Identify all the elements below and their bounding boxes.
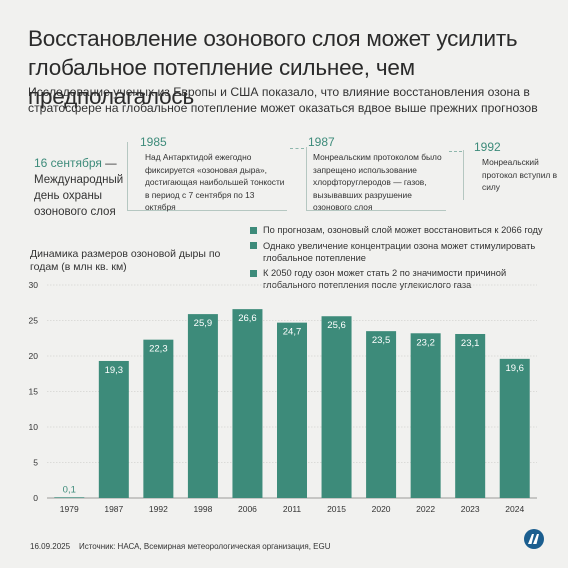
legend-text: По прогнозам, озоновый слой может восста… [263,225,543,235]
data-label: 24,7 [283,327,302,338]
footer-date: 16.09.2025 [30,542,71,551]
legend-item: По прогнозам, озоновый слой может восста… [250,224,560,236]
timeline-bracket-1985-bottom [127,210,287,211]
legend: По прогнозам, озоновый слой может восста… [250,224,560,295]
ozone-day-dash: — [101,158,117,170]
legend-text: К 2050 году озон может стать 2 по значим… [263,268,507,290]
bar [321,316,352,498]
bar [187,314,218,498]
timeline-bracket-1985 [127,142,128,210]
data-label: 25,9 [194,318,213,329]
legend-item: Однако увеличение концентрации озона мож… [250,240,560,264]
data-label: 23,5 [372,335,391,346]
y-tick-label: 30 [29,280,39,290]
bar [366,331,397,498]
x-tick-label: 2024 [505,504,524,514]
x-tick-label: 2011 [283,504,302,514]
timeline-connector-2 [449,151,462,152]
data-label: 23,2 [416,337,435,348]
x-tick-label: 2006 [238,504,257,514]
data-label: 0,1 [63,484,76,495]
data-label: 22,3 [149,344,168,355]
bar [277,322,307,498]
bar [54,497,85,498]
legend-square-icon [250,269,257,277]
bar [410,333,441,498]
anadolu-agency-logo-icon [524,529,544,549]
data-label: 25,6 [327,320,346,331]
ozone-day-date: 16 сентября [34,156,102,170]
bar [143,339,174,498]
timeline-text-1985: Над Антарктидой ежегодно фиксируется «оз… [145,152,285,213]
bar [232,309,263,498]
data-label: 23,1 [461,338,480,349]
data-label: 26,6 [238,313,257,324]
footer: 16.09.2025 Источник: НАСА, Всемирная мет… [30,542,331,551]
timeline-year-1992: 1992 [474,140,501,154]
data-label: 19,3 [105,365,124,376]
y-tick-label: 25 [29,316,39,326]
data-label: 19,6 [505,363,524,374]
x-tick-label: 1987 [104,504,123,514]
y-tick-label: 10 [29,422,39,432]
y-tick-label: 15 [29,387,39,397]
legend-text: Однако увеличение концентрации озона мож… [263,240,536,263]
legend-square-icon [250,242,257,249]
y-tick-label: 5 [33,458,38,468]
timeline-bracket-1987-bottom [306,210,446,211]
timeline-bracket-1992 [463,150,464,200]
x-tick-label: 2015 [327,504,346,514]
bar [455,333,486,498]
footer-source: Источник: НАСА, Всемирная метеорологичес… [78,542,331,551]
x-tick-label: 2023 [461,504,480,514]
timeline-year-1985: 1985 [140,135,167,149]
timeline-text-1992: Монреальский протокол вступил в силу [482,157,558,193]
ozone-day-text: Международный день охраны озонового слоя [34,174,124,218]
ozone-day-note: 16 сентября — Международный день охраны … [34,155,124,220]
timeline-text-1987: Монреальским протоколом было запрещено и… [313,152,442,213]
page-title: Восстановление озонового слоя может усил… [28,26,518,109]
x-tick-label: 2020 [372,504,391,514]
page-subtitle: Исследование ученых из Европы и США пока… [28,85,538,115]
bar [499,358,530,498]
timeline-bracket-1987 [306,147,307,210]
legend-square-icon [250,226,257,234]
chart-title: Динамика размеров озоновой дыры по годам… [30,248,221,273]
timeline-year-1987: 1987 [308,135,335,149]
x-tick-label: 1992 [149,504,168,514]
y-tick-label: 0 [33,493,38,503]
y-tick-label: 20 [29,351,39,361]
bar [98,360,129,498]
legend-item: К 2050 году озон может стать 2 по значим… [250,267,560,291]
timeline-connector-1 [290,148,304,149]
x-tick-label: 2022 [416,504,435,514]
x-tick-label: 1998 [193,504,212,514]
x-tick-label: 1979 [60,504,79,514]
